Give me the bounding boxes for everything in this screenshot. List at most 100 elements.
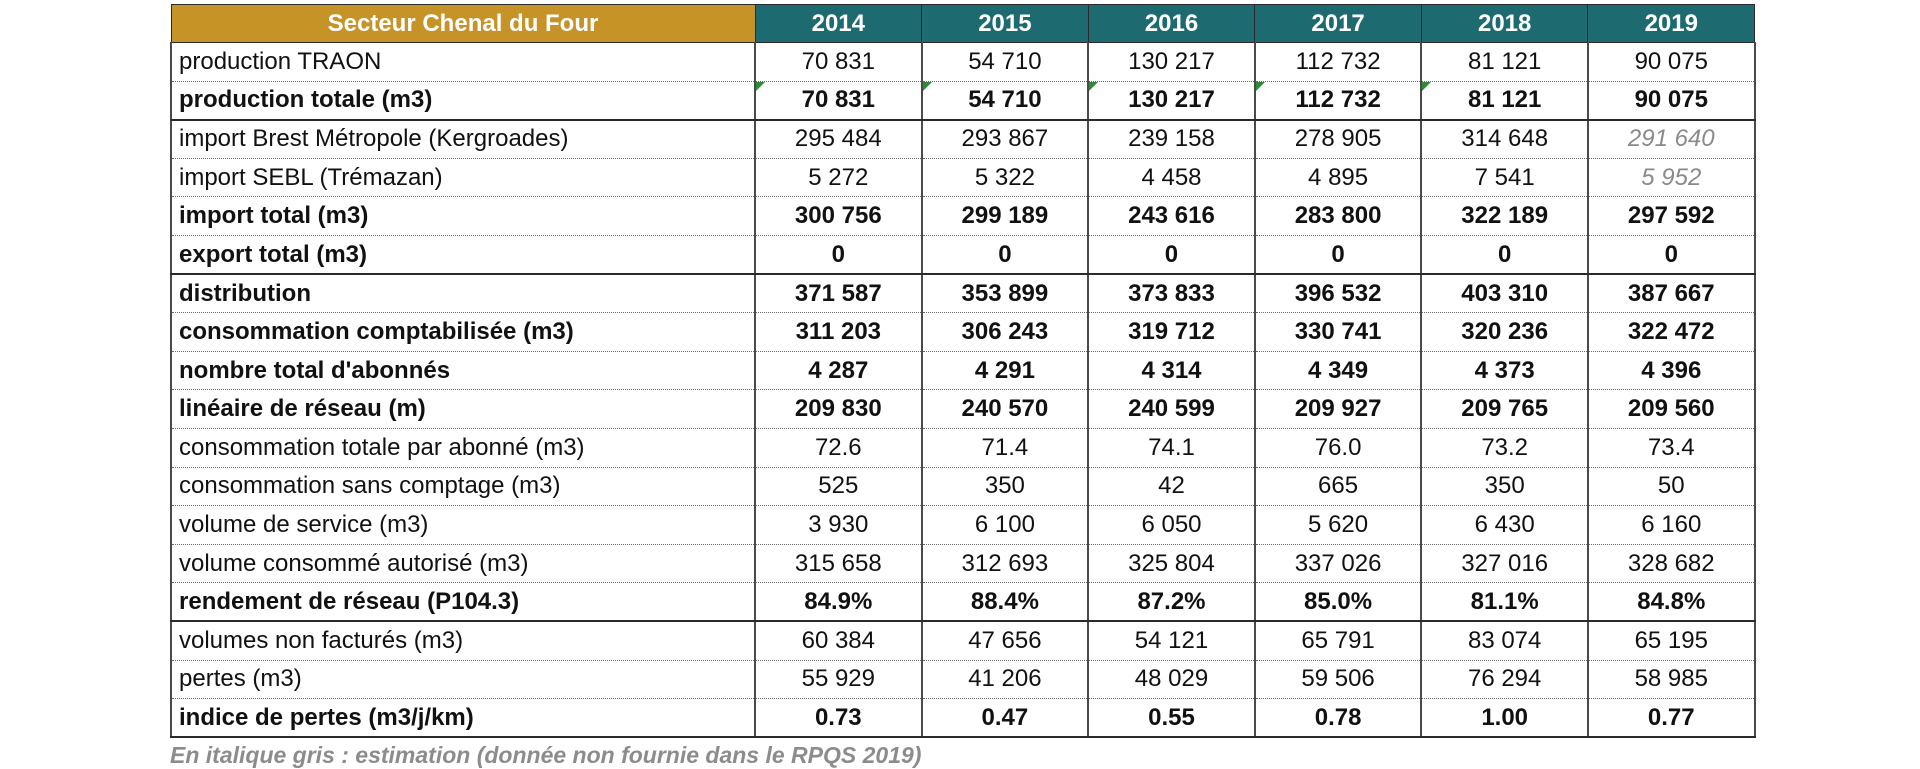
year-header: 2014: [754, 4, 923, 43]
row-label: production TRAON: [170, 42, 756, 82]
table-cell: 76.0: [1253, 428, 1423, 468]
cell-value: 112 732: [1295, 86, 1381, 114]
table-cell: 403 310: [1420, 274, 1589, 314]
table-cell: 47 656: [920, 621, 1090, 661]
table-cell: 330 741: [1253, 312, 1423, 352]
table-cell: 76 294: [1420, 660, 1589, 700]
table-cell: 0: [1420, 235, 1589, 276]
table-cell: 665: [1253, 467, 1423, 507]
table-cell: 300 756: [754, 196, 923, 236]
table-cell: 0: [1087, 235, 1256, 276]
table-cell: 81.1%: [1420, 582, 1589, 623]
table-row: indice de pertes (m3/j/km) 0.73 0.47 0.5…: [170, 698, 1756, 739]
table-cell: 112 732: [1253, 42, 1423, 82]
table-cell: 0: [1586, 235, 1756, 276]
table-cell: 353 899: [920, 274, 1090, 314]
table-cell: 322 189: [1420, 196, 1589, 236]
table-cell: 327 016: [1420, 544, 1589, 584]
table-cell: 72.6: [754, 428, 923, 468]
table-cell: 130 217: [1087, 42, 1256, 82]
table-cell: 5 272: [754, 158, 923, 198]
table-cell: 0.78: [1253, 698, 1423, 739]
table-cell: 6 160: [1586, 505, 1756, 545]
table-row: distribution 371 587 353 899 373 833 396…: [170, 274, 1756, 314]
table-cell: 81 121: [1420, 42, 1589, 82]
year-header: 2018: [1420, 4, 1589, 43]
table-cell: 41 206: [920, 660, 1090, 700]
table-cell: 73.2: [1420, 428, 1589, 468]
table-cell: 4 291: [920, 351, 1090, 391]
row-label: production totale (m3): [170, 81, 756, 121]
table-cell: 65 791: [1253, 621, 1423, 661]
table-row: consommation sans comptage (m3) 525 350 …: [170, 467, 1756, 507]
cell-value: 70 831: [801, 86, 875, 114]
table-cell: 4 349: [1253, 351, 1423, 391]
table-cell: 81 121: [1420, 81, 1589, 121]
cell-flag-marker: [756, 81, 765, 91]
year-header: 2016: [1087, 4, 1256, 43]
table-row: production totale (m3) 70 831 54 710 130…: [170, 81, 1756, 121]
table-row: import Brest Métropole (Kergroades) 295 …: [170, 119, 1756, 159]
row-label: import Brest Métropole (Kergroades): [170, 119, 756, 159]
table-cell: 209 830: [754, 389, 923, 429]
table-cell: 311 203: [754, 312, 923, 352]
table-cell: 297 592: [1586, 196, 1756, 236]
row-label: volume de service (m3): [170, 505, 756, 545]
table-cell: 209 765: [1420, 389, 1589, 429]
table-cell: 58 985: [1586, 660, 1756, 700]
table-cell: 54 710: [920, 81, 1090, 121]
cell-flag-marker: [1423, 81, 1432, 91]
table-cell: 0.55: [1087, 698, 1256, 739]
table-cell: 278 905: [1253, 119, 1423, 159]
cell-value: 81 121: [1467, 86, 1542, 114]
row-label: consommation totale par abonné (m3): [170, 428, 756, 468]
table-cell: 83 074: [1420, 621, 1589, 661]
table-cell: 239 158: [1087, 119, 1256, 159]
table-cell: 4 458: [1087, 158, 1256, 198]
table-row: nombre total d'abonnés 4 287 4 291 4 314…: [170, 351, 1756, 391]
table-cell: 5 322: [920, 158, 1090, 198]
table-cell: 42: [1087, 467, 1256, 507]
table-cell: 299 189: [920, 196, 1090, 236]
table-cell: 60 384: [754, 621, 923, 661]
table-cell: 65 195: [1586, 621, 1756, 661]
table-cell: 0.77: [1586, 698, 1756, 739]
table-cell: 373 833: [1087, 274, 1256, 314]
table-cell: 396 532: [1253, 274, 1423, 314]
table-row: export total (m3) 0 0 0 0 0 0: [170, 235, 1756, 276]
table-cell: 0.47: [920, 698, 1090, 739]
row-label: export total (m3): [170, 235, 756, 276]
row-label: import SEBL (Trémazan): [170, 158, 756, 198]
table-cell: 4 287: [754, 351, 923, 391]
cell-value: 54 710: [968, 86, 1042, 114]
table-cell: 4 396: [1586, 351, 1756, 391]
sector-header: Secteur Chenal du Four: [170, 4, 756, 43]
row-label: nombre total d'abonnés: [170, 351, 756, 391]
table-cell: 337 026: [1253, 544, 1423, 584]
cell-value: 130 217: [1128, 86, 1215, 114]
table-cell: 85.0%: [1253, 582, 1423, 623]
table-cell: 0: [754, 235, 923, 276]
footnote: En italique gris : estimation (donnée no…: [170, 742, 922, 769]
table-cell: 283 800: [1253, 196, 1423, 236]
table-cell: 90 075: [1586, 81, 1756, 121]
table-cell: 320 236: [1420, 312, 1589, 352]
row-label: rendement de réseau (P104.3): [170, 582, 756, 623]
table-cell: 84.9%: [754, 582, 923, 623]
table-cell: 6 100: [920, 505, 1090, 545]
table-cell: 240 570: [920, 389, 1090, 429]
table-cell: 371 587: [754, 274, 923, 314]
table-cell: 209 927: [1253, 389, 1423, 429]
table-cell: 312 693: [920, 544, 1090, 584]
table-cell: 0: [1253, 235, 1423, 276]
table-cell: 322 472: [1586, 312, 1756, 352]
table-cell: 4 895: [1253, 158, 1423, 198]
table-cell: 71.4: [920, 428, 1090, 468]
table-cell: 4 373: [1420, 351, 1589, 391]
year-header: 2017: [1254, 4, 1422, 43]
estimated-cell: 291 640: [1586, 119, 1756, 159]
row-label: consommation sans comptage (m3): [170, 467, 756, 507]
table-cell: 319 712: [1087, 312, 1256, 352]
row-label: volume consommé autorisé (m3): [170, 544, 756, 584]
row-label: distribution: [170, 274, 756, 314]
